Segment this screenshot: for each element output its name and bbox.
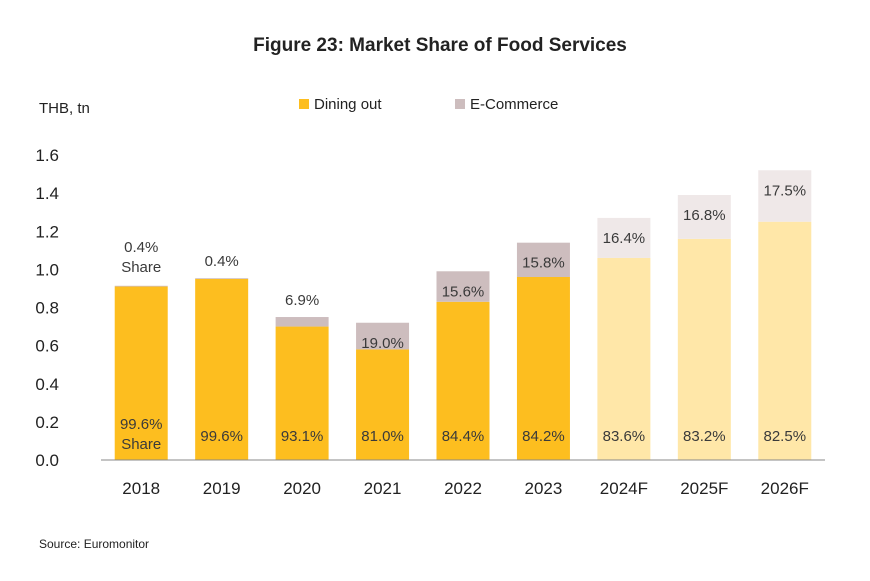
x-axis: 2018 2019 2020 2021 2022 2023 2024F 2025F 2026F <box>101 459 825 498</box>
data-label-dining-out: 83.6% <box>603 428 646 445</box>
x-tick-label: 2026F <box>761 479 809 498</box>
bar-dining-out <box>436 301 490 460</box>
chart-title: Figure 23: Market Share of Food Services <box>253 35 627 56</box>
data-label-dining-out: 93.1% <box>281 428 324 445</box>
data-label-dining-out: 84.4% <box>442 428 485 445</box>
bar-e-commerce <box>677 195 731 239</box>
data-label-dining-out: 99.6% <box>120 416 163 433</box>
bar-group-2018: 99.6% 0.4% Share Share <box>114 239 168 460</box>
y-axis: 0.0 0.2 0.4 0.6 0.8 1.0 1.2 1.4 1.6 <box>35 146 59 470</box>
bar-e-commerce <box>516 242 570 277</box>
data-label-e-commerce: 0.4% <box>124 239 158 256</box>
legend: Dining out E-Commerce <box>299 96 558 113</box>
bar-e-commerce <box>436 271 490 302</box>
bar-group-2019: 99.6% 0.4% <box>195 253 249 460</box>
y-tick-label: 1.2 <box>35 222 59 241</box>
x-tick-label: 2024F <box>600 479 648 498</box>
data-label-dining-out: 99.6% <box>200 428 243 445</box>
x-tick-label: 2018 <box>122 479 160 498</box>
data-label-e-commerce: 16.8% <box>683 207 726 224</box>
data-label-dining-out: 81.0% <box>361 428 404 445</box>
x-tick-label: 2025F <box>680 479 728 498</box>
y-tick-label: 0.0 <box>35 451 59 470</box>
y-tick-label: 0.2 <box>35 413 59 432</box>
y-tick-label: 0.4 <box>35 375 59 394</box>
annotation-share-dining-out: Share <box>121 436 161 453</box>
bar-e-commerce <box>114 285 168 287</box>
annotation-share-e-commerce: Share <box>121 259 161 276</box>
y-tick-label: 0.8 <box>35 299 59 318</box>
data-label-e-commerce: 17.5% <box>764 182 807 199</box>
legend-label-e-commerce: E-Commerce <box>470 96 558 113</box>
bar-group-2020: 93.1% 6.9% <box>275 292 329 460</box>
x-tick-label: 2020 <box>283 479 321 498</box>
bar-e-commerce <box>275 317 329 327</box>
bar-group-2025f: 83.2% 16.8% <box>677 195 731 460</box>
bar-e-commerce <box>356 322 410 350</box>
bar-dining-out <box>677 238 731 460</box>
bars: 99.6% 0.4% Share Share 99.6% 0.4% 93.1% 6.9% 81.… <box>114 170 812 460</box>
y-tick-label: 1.6 <box>35 146 59 165</box>
bar-dining-out <box>356 349 410 460</box>
bar-dining-out <box>597 257 651 460</box>
legend-label-dining-out: Dining out <box>314 96 382 113</box>
data-label-e-commerce: 19.0% <box>361 335 404 352</box>
bar-dining-out <box>516 277 570 460</box>
data-label-e-commerce: 15.6% <box>442 283 485 300</box>
bar-dining-out <box>195 278 249 460</box>
legend-swatch-e-commerce <box>455 99 465 109</box>
y-axis-label: THB, tn <box>39 100 90 117</box>
bar-dining-out <box>758 221 812 460</box>
data-label-e-commerce: 15.8% <box>522 255 565 272</box>
data-label-dining-out: 82.5% <box>764 428 807 445</box>
data-label-e-commerce: 16.4% <box>603 230 646 247</box>
bar-group-2026f: 82.5% 17.5% <box>758 170 812 460</box>
data-label-e-commerce: 6.9% <box>285 292 319 309</box>
bar-e-commerce <box>758 170 812 222</box>
bar-group-2022: 84.4% 15.6% <box>436 271 490 460</box>
x-tick-label: 2019 <box>203 479 241 498</box>
bar-dining-out <box>275 326 329 460</box>
legend-swatch-dining-out <box>299 99 309 109</box>
bar-e-commerce <box>195 278 249 279</box>
x-tick-label: 2023 <box>525 479 563 498</box>
bar-dining-out <box>114 286 168 460</box>
x-tick-label: 2021 <box>364 479 402 498</box>
data-label-dining-out: 83.2% <box>683 428 726 445</box>
bar-group-2021: 81.0% 19.0% <box>356 322 410 460</box>
bar-e-commerce <box>597 217 651 258</box>
bar-group-2023: 84.2% 15.8% <box>516 242 570 460</box>
bar-group-2024f: 83.6% 16.4% <box>597 217 651 460</box>
y-tick-label: 0.6 <box>35 337 59 356</box>
x-tick-label: 2022 <box>444 479 482 498</box>
y-tick-label: 1.4 <box>35 184 59 203</box>
y-tick-label: 1.0 <box>35 260 59 279</box>
source-note: Source: Euromonitor <box>39 537 149 551</box>
data-label-e-commerce: 0.4% <box>205 253 239 270</box>
data-label-dining-out: 84.2% <box>522 428 565 445</box>
